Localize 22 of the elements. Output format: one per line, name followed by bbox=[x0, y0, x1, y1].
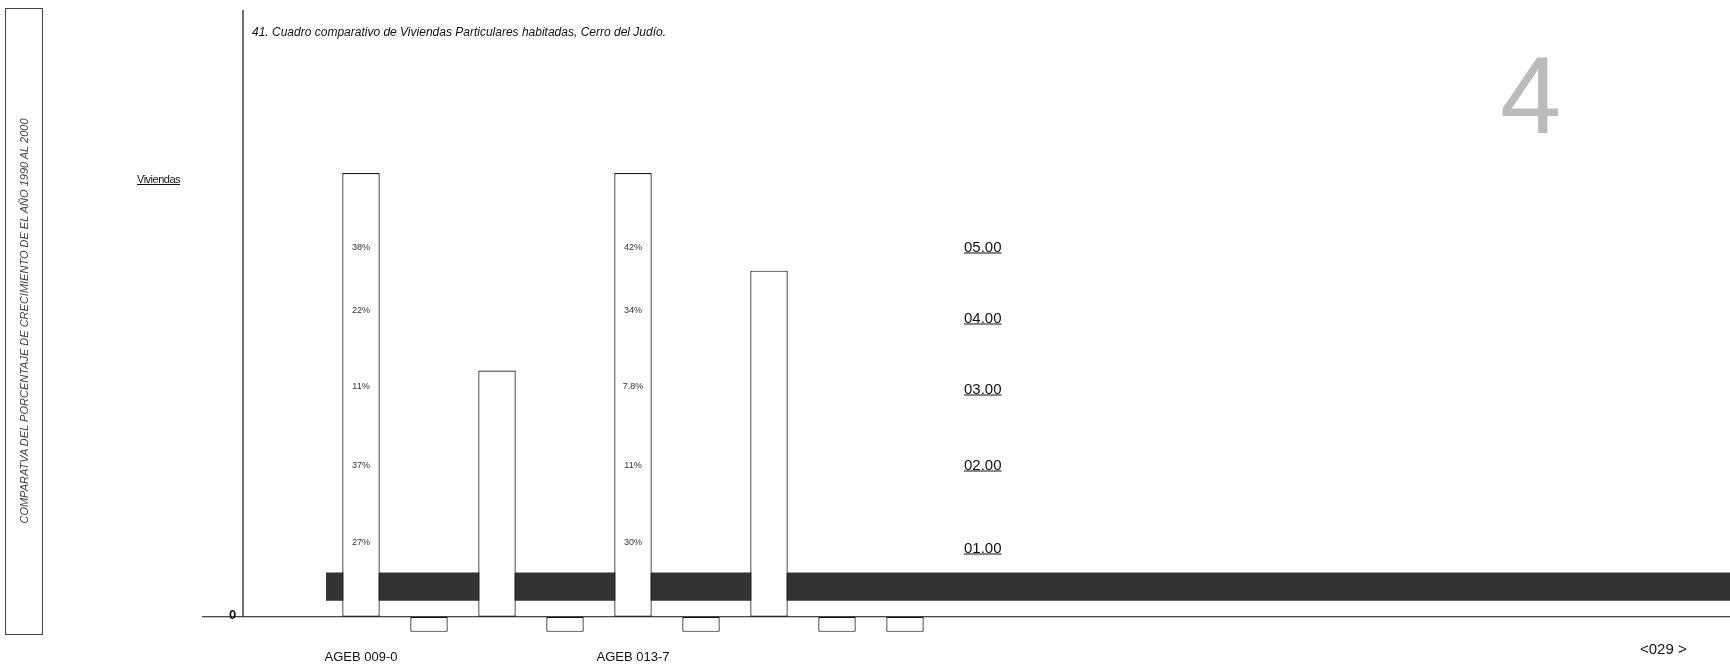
text: 4 bbox=[1500, 33, 1562, 156]
x-tick-label: AGEB 009-0 bbox=[324, 648, 398, 664]
chart-title: 41. Cuadro comparativo de Viviendas Particulares habitadas, Cerro del Judío. bbox=[252, 25, 667, 39]
annotation: 7.8% bbox=[622, 381, 644, 391]
annotation: 42% bbox=[623, 242, 643, 252]
text: 05.00 bbox=[964, 237, 1002, 255]
text: 03.00 bbox=[964, 379, 1002, 397]
annotation: 38% bbox=[351, 242, 371, 252]
annotation: 37% bbox=[351, 460, 371, 470]
annotation: 27% bbox=[351, 537, 371, 547]
text: Viviendas bbox=[137, 173, 180, 185]
annotation: 11% bbox=[624, 460, 642, 470]
annotation: 11% bbox=[352, 381, 370, 391]
annotation: 30% bbox=[623, 537, 643, 547]
text: 04.00 bbox=[964, 308, 1002, 326]
text: COMPARATVA DEL PORCENTAJE DE CRECIMIENTO DE EL AÑO 1990 AL 2000 bbox=[18, 118, 30, 524]
text: 02.00 bbox=[964, 455, 1002, 473]
annotation: 22% bbox=[351, 305, 371, 315]
annotation: 34% bbox=[623, 305, 643, 315]
text: 01.00 bbox=[964, 538, 1002, 556]
text: <029 > bbox=[1640, 640, 1687, 657]
x-tick-label: AGEB 013-7 bbox=[596, 648, 670, 664]
